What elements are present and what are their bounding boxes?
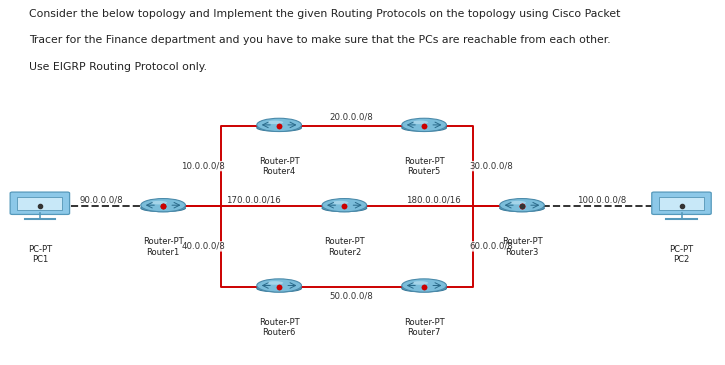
Text: 30.0.0.0/8: 30.0.0.0/8	[469, 162, 513, 170]
Text: 10.0.0.0/8: 10.0.0.0/8	[181, 162, 225, 170]
Text: 170.0.0.0/16: 170.0.0.0/16	[226, 195, 281, 204]
Text: Router-PT
Router3: Router-PT Router3	[502, 237, 542, 257]
Ellipse shape	[510, 201, 526, 204]
Text: PC-PT
PC2: PC-PT PC2	[669, 245, 694, 264]
FancyBboxPatch shape	[652, 192, 711, 215]
Text: Use EIGRP Routing Protocol only.: Use EIGRP Routing Protocol only.	[29, 62, 207, 72]
Text: Router-PT
Router5: Router-PT Router5	[404, 157, 444, 176]
Text: 50.0.0.0/8: 50.0.0.0/8	[330, 291, 373, 300]
Ellipse shape	[402, 124, 447, 131]
Ellipse shape	[500, 204, 544, 212]
Ellipse shape	[402, 279, 447, 292]
Ellipse shape	[257, 285, 302, 292]
FancyBboxPatch shape	[10, 192, 70, 215]
Text: Router-PT
Router7: Router-PT Router7	[404, 318, 444, 337]
Text: PC-PT
PC1: PC-PT PC1	[28, 245, 52, 264]
Ellipse shape	[257, 124, 302, 131]
Ellipse shape	[412, 120, 428, 124]
Ellipse shape	[267, 281, 283, 285]
Text: Router-PT
Router2: Router-PT Router2	[324, 237, 365, 257]
Text: 100.0.0.0/8: 100.0.0.0/8	[577, 195, 626, 204]
Ellipse shape	[412, 281, 428, 285]
Ellipse shape	[500, 199, 544, 212]
Ellipse shape	[141, 204, 186, 212]
Text: Router-PT
Router4: Router-PT Router4	[259, 157, 299, 176]
Ellipse shape	[257, 118, 302, 131]
Text: 180.0.0.0/16: 180.0.0.0/16	[406, 195, 460, 204]
FancyBboxPatch shape	[17, 197, 62, 210]
Ellipse shape	[267, 120, 283, 124]
Ellipse shape	[257, 279, 302, 292]
Ellipse shape	[402, 118, 447, 131]
Text: 60.0.0.0/8: 60.0.0.0/8	[469, 242, 513, 251]
Text: Tracer for the Finance department and you have to make sure that the PCs are rea: Tracer for the Finance department and yo…	[29, 35, 610, 45]
Ellipse shape	[322, 199, 367, 212]
Text: Router-PT
Router6: Router-PT Router6	[259, 318, 299, 337]
Text: Consider the below topology and Implement the given Routing Protocols on the top: Consider the below topology and Implemen…	[29, 9, 621, 19]
Ellipse shape	[151, 201, 167, 204]
Text: 40.0.0.0/8: 40.0.0.0/8	[181, 242, 225, 251]
Ellipse shape	[332, 201, 349, 204]
Text: Router-PT
Router1: Router-PT Router1	[143, 237, 183, 257]
FancyBboxPatch shape	[659, 197, 704, 210]
Ellipse shape	[402, 285, 447, 292]
Ellipse shape	[322, 204, 367, 212]
Text: 20.0.0.0/8: 20.0.0.0/8	[330, 112, 373, 121]
Text: 90.0.0.0/8: 90.0.0.0/8	[80, 195, 123, 204]
Ellipse shape	[141, 199, 186, 212]
